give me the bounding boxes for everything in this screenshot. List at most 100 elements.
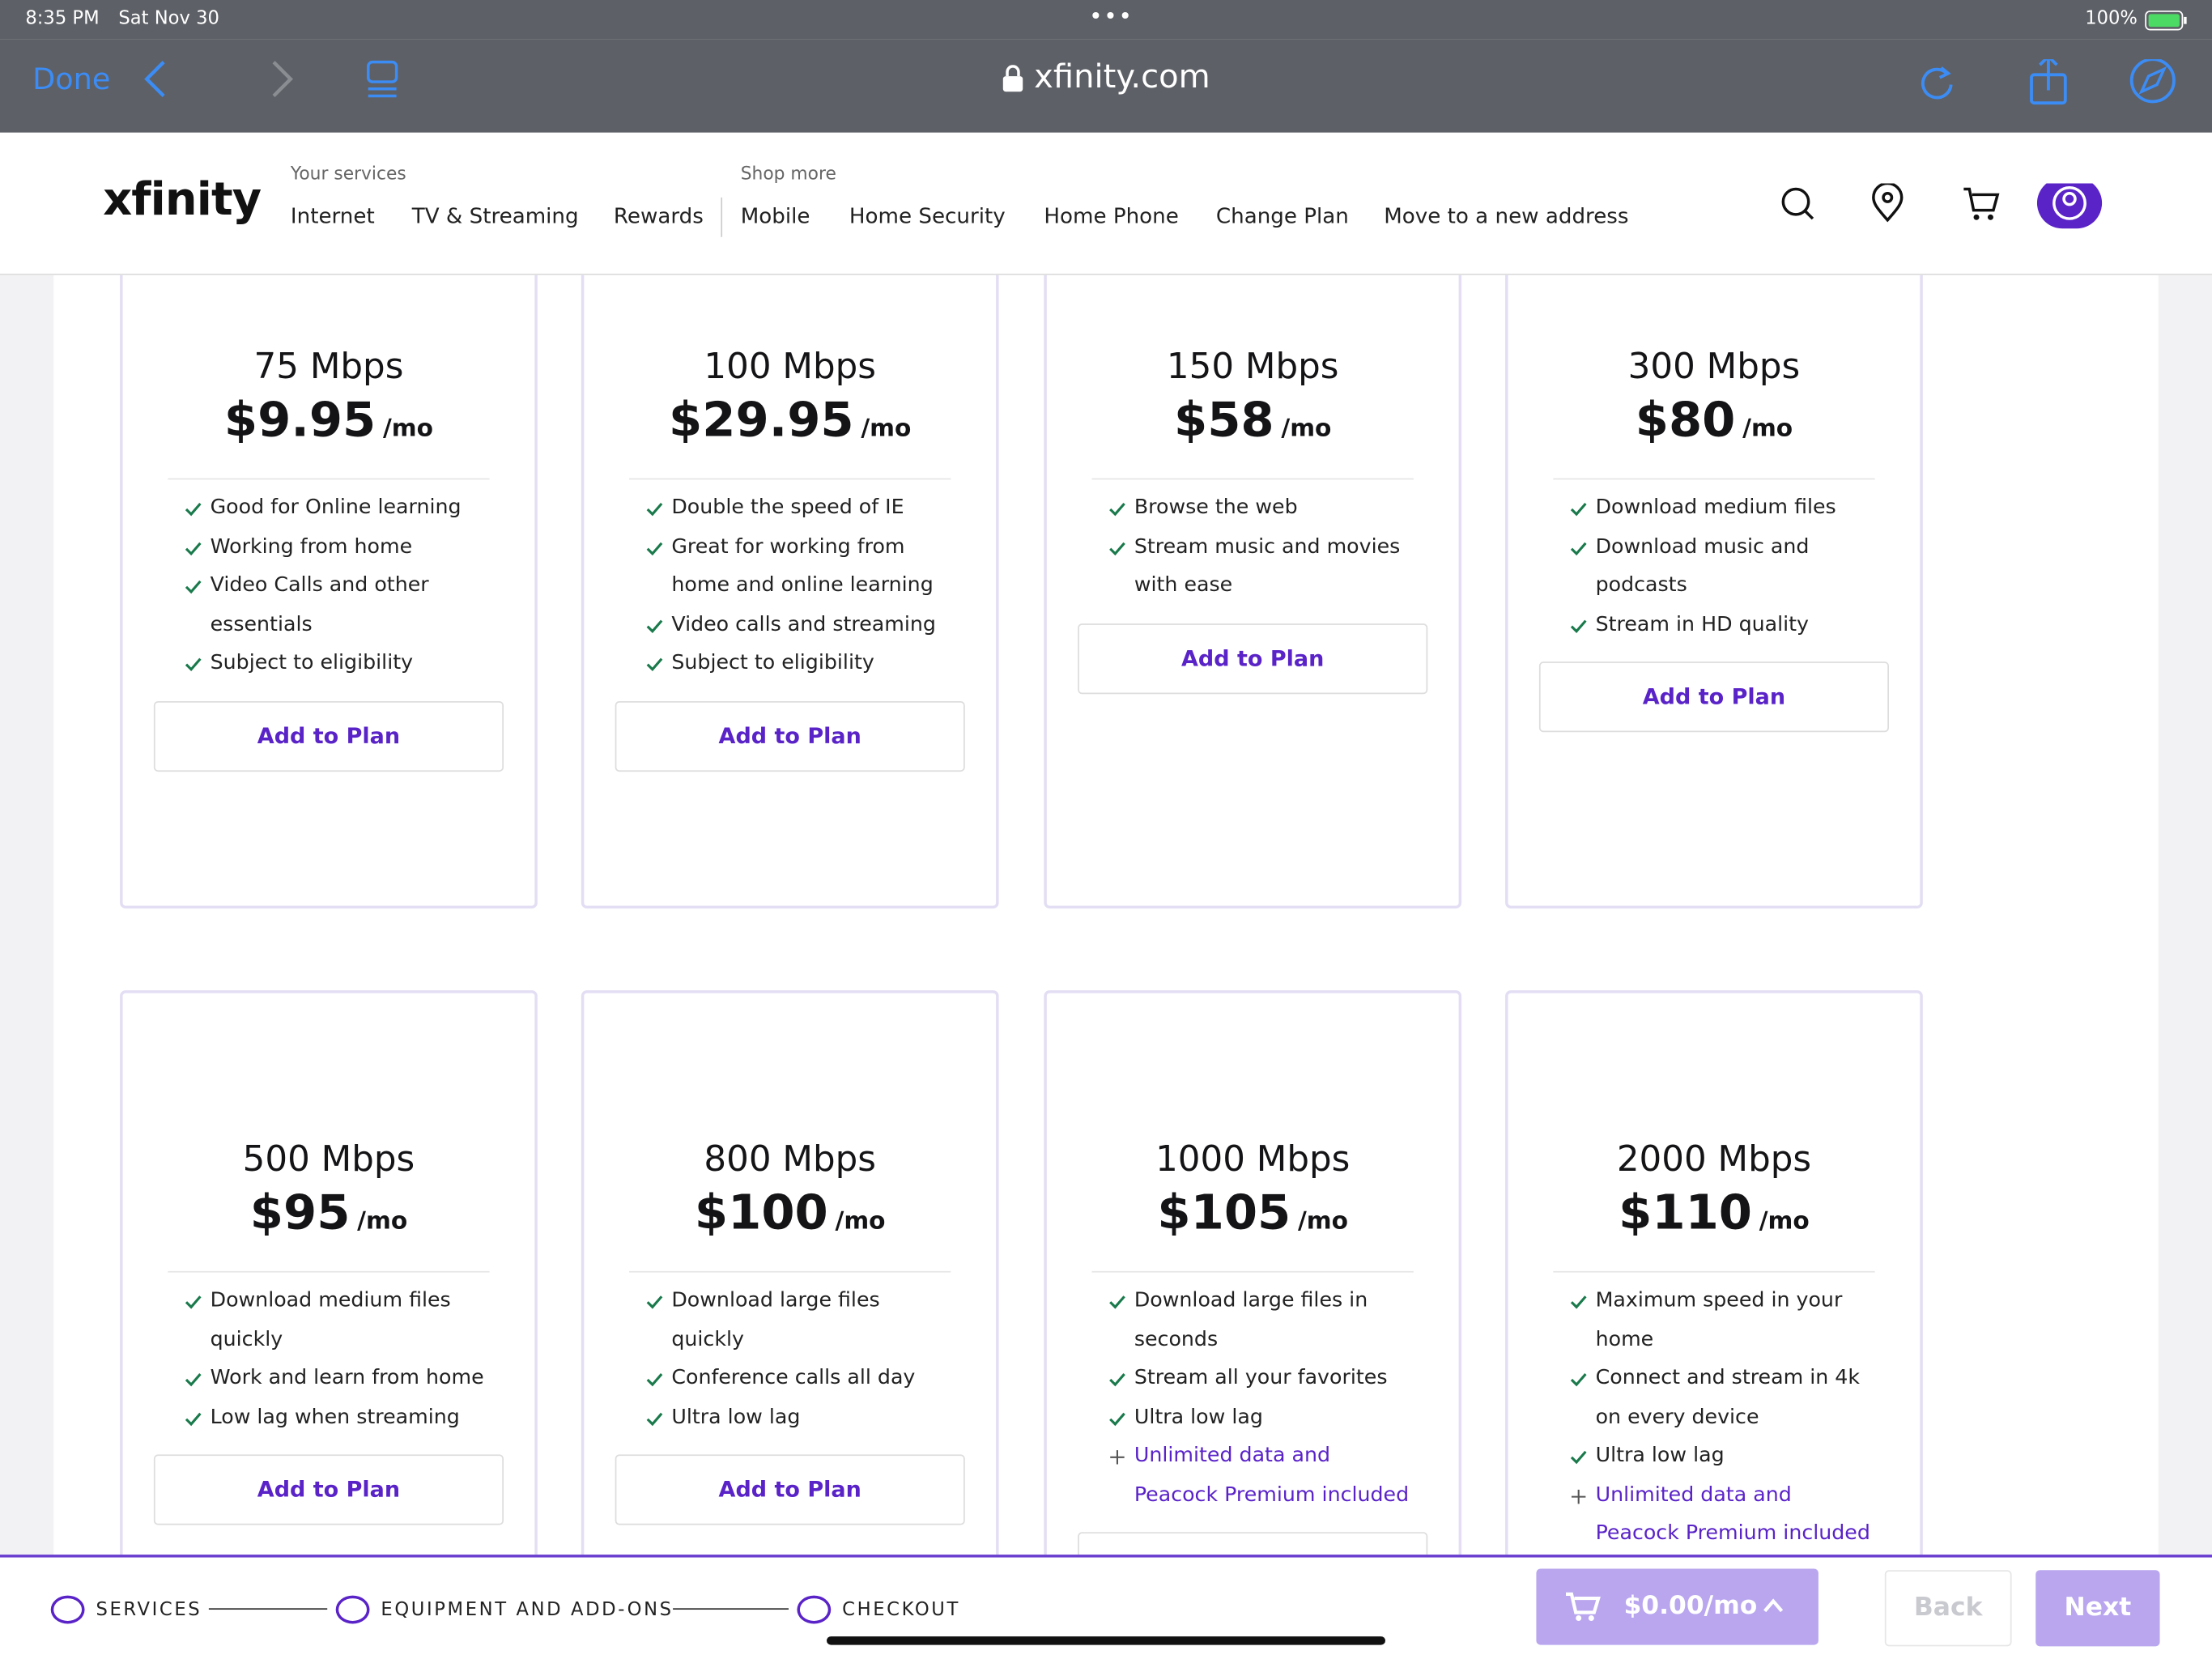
nav-link[interactable]: Rewards	[613, 202, 704, 229]
step-label: EQUIPMENT AND ADD-ONS	[381, 1599, 674, 1621]
back-button[interactable]: Back	[1884, 1570, 2012, 1647]
feature-list: Download medium files quickly Work and le…	[123, 1273, 535, 1438]
plus-icon	[1110, 1450, 1125, 1465]
nav-link[interactable]: Move to a new address	[1384, 202, 1629, 229]
feature-list: Download large files in seconds Stream al…	[1047, 1273, 1459, 1516]
add-to-plan-button[interactable]: Add to Plan	[153, 700, 504, 772]
nav-link[interactable]: Home Security	[849, 202, 1006, 229]
plan-card: 100 Mbps $29.95/mo Double the speed of IE G…	[581, 274, 999, 909]
feature: Browse the web	[1108, 490, 1416, 529]
nav-icons[interactable]	[1777, 183, 2104, 240]
feature-text: Working from home	[210, 535, 413, 559]
nav-link[interactable]: TV & Streaming	[411, 202, 579, 229]
tabs-icon[interactable]	[364, 59, 401, 99]
feature: Video calls and streaming	[646, 606, 954, 644]
add-to-plan-button[interactable]: Add to Plan	[615, 1454, 965, 1525]
plan-card: 300 Mbps $80/mo Download medium files Downl…	[1505, 274, 1923, 909]
feature-text: Stream in HD quality	[1595, 613, 1810, 636]
check-icon	[1570, 502, 1587, 517]
add-to-plan-button[interactable]: Add to Plan	[1538, 661, 1890, 733]
feature-list: Download large files quickly Conference c…	[584, 1273, 996, 1438]
nav-link[interactable]: Mobile	[740, 202, 810, 229]
feature: Conference calls all day	[646, 1360, 954, 1399]
price-amount: $80	[1635, 392, 1736, 449]
divider	[1553, 1270, 1875, 1273]
feature-text: Ultra low lag	[671, 1406, 801, 1429]
add-to-plan-button[interactable]: Add to Plan	[1078, 1532, 1428, 1555]
divider	[168, 1270, 490, 1273]
step-circle	[797, 1595, 832, 1624]
check-icon	[1570, 1373, 1587, 1387]
plan-card: 1000 Mbps $105/mo Download large files in …	[1044, 990, 1462, 1555]
check-icon	[1109, 502, 1125, 517]
feature-text: Work and learn from home	[210, 1367, 484, 1390]
price-amount: $100	[694, 1185, 828, 1242]
feature: Great for working from home and online l…	[646, 529, 954, 606]
next-button[interactable]: Next	[2035, 1570, 2160, 1647]
feature: Connect and stream in 4k on every device	[1570, 1360, 1878, 1438]
check-icon	[646, 1295, 663, 1309]
check-icon	[185, 541, 202, 555]
plan-speed: 100 Mbps	[704, 345, 876, 387]
divider	[168, 478, 490, 480]
add-to-plan-button[interactable]: Add to Plan	[615, 700, 965, 772]
feature-text: Stream all your favorites	[1134, 1367, 1388, 1390]
nav-link[interactable]: Change Plan	[1215, 202, 1349, 229]
feature: Ultra low lag	[1570, 1437, 1878, 1476]
browser-icons[interactable]	[1916, 59, 2197, 107]
plan-speed: 300 Mbps	[1627, 345, 1801, 387]
feature-text: Connect and stream in 4k on every device	[1595, 1367, 1860, 1429]
check-icon	[185, 1295, 202, 1309]
cart-button[interactable]: $0.00/mo	[1536, 1568, 1819, 1645]
check-icon	[185, 657, 202, 672]
price-unit: /mo	[1742, 415, 1793, 444]
logo[interactable]: xfinity	[103, 172, 262, 226]
price-amount: $105	[1157, 1185, 1291, 1242]
divider	[1091, 478, 1414, 480]
check-icon	[646, 619, 663, 633]
feature-text: Low lag when streaming	[210, 1406, 460, 1429]
price-unit: /mo	[1759, 1207, 1810, 1236]
add-to-plan-button[interactable]: Add to Plan	[1078, 623, 1428, 694]
nav-link[interactable]: Internet	[290, 202, 375, 229]
feature: Low lag when streaming	[185, 1399, 492, 1438]
nav-link[interactable]: Home Phone	[1044, 202, 1179, 229]
plan-price: $80/mo	[1508, 392, 1921, 457]
step-label: SERVICES	[96, 1599, 202, 1621]
feature-text: Unlimited data and Peacock Premium inclu…	[1134, 1444, 1410, 1506]
price-amount: $110	[1619, 1185, 1753, 1242]
feature-list: Browse the web Stream music and movies wi…	[1047, 479, 1459, 606]
url[interactable]: xfinity.com	[1034, 59, 1210, 96]
plan-speed: 150 Mbps	[1166, 345, 1339, 387]
feature-text: Download medium files quickly	[210, 1289, 451, 1351]
feature-list: Maximum speed in your home Connect and st…	[1508, 1273, 1921, 1555]
plan-price: $105/mo	[1047, 1185, 1459, 1250]
feature: Download music and podcasts	[1570, 529, 1878, 606]
check-icon	[185, 1373, 202, 1387]
feature: Good for Online learning	[185, 490, 492, 529]
plan-speed: 500 Mbps	[242, 1138, 415, 1180]
price-amount: $95	[249, 1185, 351, 1242]
feature-text: Double the speed of IE	[671, 496, 904, 520]
nav-arrows[interactable]	[141, 59, 310, 101]
feature-text: Unlimited data and Peacock Premium inclu…	[1595, 1483, 1870, 1545]
extra-feature: Unlimited data and Peacock Premium inclu…	[1108, 1437, 1416, 1515]
site-nav: xfinity Your services Shop more Internet…	[0, 132, 2212, 275]
check-icon	[1570, 619, 1587, 633]
feature-text: Subject to eligibility	[210, 651, 414, 674]
extra-feature: Unlimited data and Peacock Premium inclu…	[1570, 1476, 1878, 1554]
check-icon	[185, 1411, 202, 1426]
add-to-plan-button[interactable]: Add to Plan	[153, 1454, 504, 1525]
step-label: CHECKOUT	[842, 1599, 960, 1621]
price-unit: /mo	[835, 1207, 886, 1236]
check-icon	[646, 541, 663, 555]
plan-price: $29.95/mo	[584, 392, 996, 457]
feature-list: Download medium files Download music and …	[1508, 479, 1921, 644]
check-icon	[646, 502, 663, 517]
feature-text: Download large files in seconds	[1134, 1289, 1368, 1351]
done-button[interactable]: Done	[32, 62, 111, 96]
price-unit: /mo	[382, 415, 434, 444]
battery: 100%	[2085, 8, 2138, 30]
feature: Stream music and movies with ease	[1108, 529, 1416, 606]
